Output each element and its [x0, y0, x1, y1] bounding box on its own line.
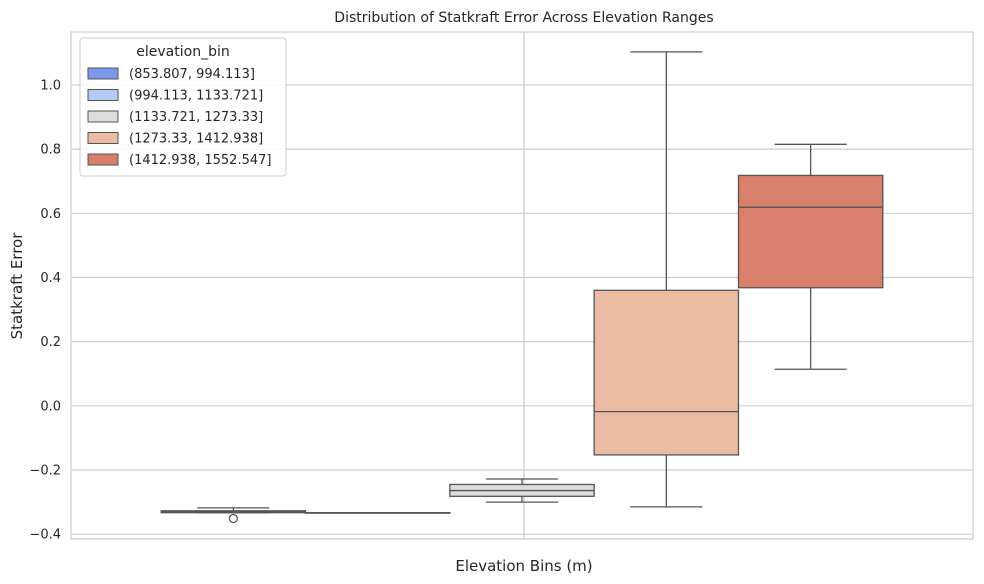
legend-label: (1133.721, 1273.33]	[129, 110, 263, 125]
legend-label: (994.113, 1133.721]	[129, 89, 263, 104]
legend-swatch	[88, 133, 118, 144]
legend-label: (1412.938, 1552.547]	[129, 153, 271, 168]
y-tick-label: 0.8	[40, 143, 61, 158]
legend-label: (1273.33, 1412.938]	[129, 132, 263, 147]
y-axis-label: Statkraft Error	[8, 232, 26, 340]
y-tick-label: 0.4	[40, 271, 61, 286]
legend-title: elevation_bin	[136, 44, 229, 60]
iqr-box	[594, 290, 738, 455]
chart-title: Distribution of Statkraft Error Across E…	[334, 10, 713, 26]
y-tick-label: −0.2	[29, 464, 61, 479]
legend: elevation_bin (853.807, 994.113] (994.113…	[80, 38, 286, 176]
y-tick-label: −0.4	[29, 528, 61, 543]
y-tick-label: 0.6	[40, 207, 61, 222]
y-tick-label: 0.2	[40, 335, 61, 350]
y-tick-label: 1.0	[40, 78, 61, 93]
y-tick-label: 0.0	[40, 399, 61, 414]
box-series-2	[306, 513, 450, 514]
x-axis-label: Elevation Bins (m)	[455, 557, 592, 575]
legend-swatch	[88, 90, 118, 101]
y-tick-labels: −0.4 −0.2 0.0 0.2 0.4 0.6 0.8 1.0	[29, 78, 61, 542]
legend-swatch	[88, 154, 118, 165]
legend-swatch	[88, 68, 118, 79]
legend-label: (853.807, 994.113]	[129, 67, 255, 82]
iqr-box	[738, 175, 882, 287]
legend-swatch	[88, 111, 118, 122]
